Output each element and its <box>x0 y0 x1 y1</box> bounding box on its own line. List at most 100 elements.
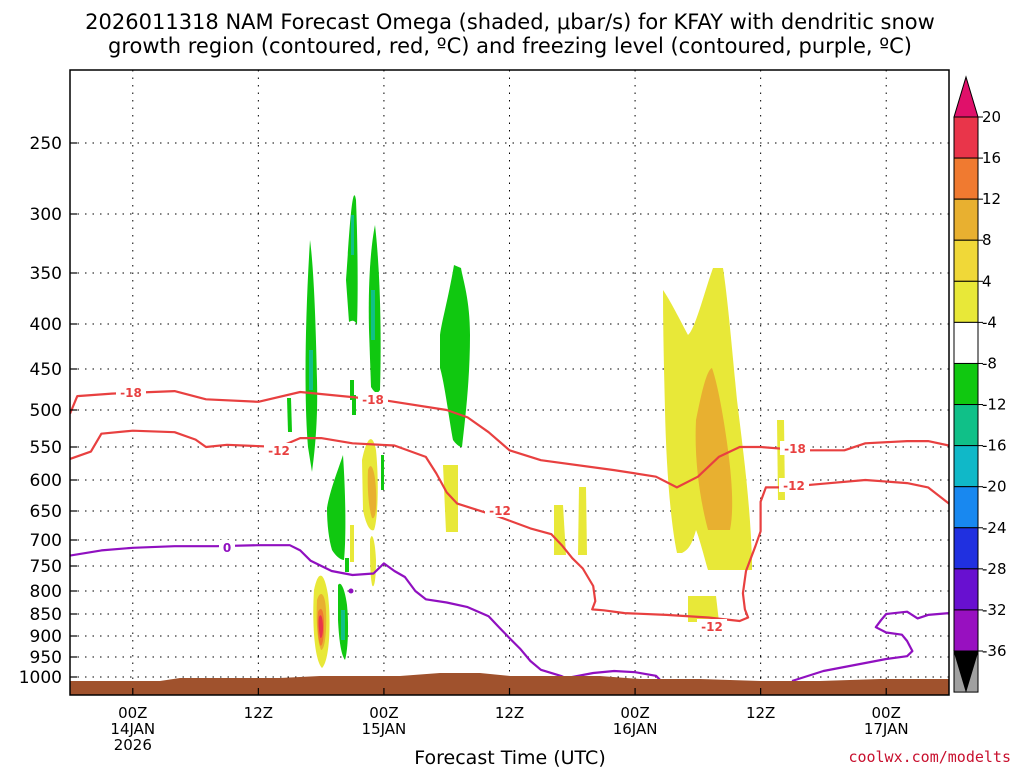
omega-core-neg <box>309 350 313 390</box>
colorbar-bin <box>953 321 979 364</box>
y-tick-label: 500 <box>30 401 62 421</box>
x-tick-label: 14JAN <box>110 720 155 738</box>
colorbar-tick-label: -36 <box>982 642 1007 660</box>
colorbar-tick-label: 16 <box>982 149 1001 167</box>
x-tick-label: 00Z <box>369 704 398 722</box>
colorbar-bin <box>953 609 979 652</box>
omega-area-pos <box>688 596 719 622</box>
colorbar-bin <box>953 157 979 200</box>
omega-area-neg <box>346 195 358 325</box>
y-tick-label: 250 <box>30 134 62 154</box>
omega-area-neg <box>352 395 356 415</box>
contour-label-zero: 0 <box>223 541 231 555</box>
omega-area-neg <box>440 265 470 447</box>
y-tick-label: 400 <box>30 315 62 335</box>
omega-area-neg <box>287 398 292 432</box>
contour-line <box>791 610 949 683</box>
colorbar-tick-label: 8 <box>982 231 992 249</box>
colorbar-bin <box>953 486 979 529</box>
contour-label-minus18: -18 <box>362 393 384 407</box>
colorbar-bin <box>953 198 979 241</box>
colorbar-tick-label: -20 <box>982 478 1007 496</box>
colorbar-tick-label: -8 <box>982 354 997 372</box>
x-axis-label: Forecast Time (UTC) <box>414 747 605 768</box>
y-tick-label: 1000 <box>19 668 62 688</box>
colorbar-bin <box>953 362 979 406</box>
colorbar-top-arrow <box>953 75 979 118</box>
contour-label-group: -18 -18 -18 -12 -12 -12 -12 0 <box>116 385 810 634</box>
colorbar-bin <box>953 445 979 488</box>
y-tick-label: 900 <box>30 627 62 647</box>
omega-core-pos <box>318 615 323 638</box>
contour-line <box>70 429 949 623</box>
x-tick-label: 16JAN <box>613 720 658 738</box>
colorbar-bin <box>953 116 979 159</box>
y-tick-label: 750 <box>30 557 62 577</box>
y-tick-label: 800 <box>30 582 62 602</box>
y-tick-label: 300 <box>30 205 62 225</box>
omega-core-neg <box>351 215 354 255</box>
y-tick-label: 550 <box>30 438 62 458</box>
colorbar-bottom-arrow <box>953 650 979 693</box>
y-tick-label: 950 <box>30 648 62 668</box>
contour-line <box>70 390 949 489</box>
omega-core-neg <box>341 610 345 640</box>
colorbar-tick-label: -12 <box>982 396 1007 414</box>
colorbar-tick-label: 12 <box>982 190 1001 208</box>
y-tick-label: 350 <box>30 264 62 284</box>
y-axis: 2503003504004505005506006507007508008509… <box>19 134 77 688</box>
terrain <box>70 673 949 695</box>
chart-title-line-2: growth region (contoured, red, ºC) and f… <box>108 34 912 58</box>
colorbar-bin <box>953 239 979 282</box>
omega-core-neg <box>371 290 375 340</box>
omega-area-pos <box>578 487 587 555</box>
omega-area-neg <box>381 455 384 490</box>
plot-background <box>70 70 949 695</box>
x-tick-label: 12Z <box>244 704 273 722</box>
x-tick-label: 00Z <box>872 704 901 722</box>
x-tick-label: 17JAN <box>864 720 909 738</box>
colorbar-bin <box>953 404 979 447</box>
colorbar: 20 16 12 8 4 -4 -8 -12 -16 -20 -24 -28 -32 -36 <box>953 75 1007 693</box>
chart-title-line-1: 2026011318 NAM Forecast Omega (shaded, μ… <box>85 10 935 34</box>
colorbar-tick-label: 20 <box>982 108 1001 126</box>
contour-label-minus12: -12 <box>783 479 805 493</box>
y-tick-label: 700 <box>30 531 62 551</box>
omega-area-neg <box>327 455 346 560</box>
omega-core-pos <box>367 466 377 519</box>
y-tick-label: 600 <box>30 471 62 491</box>
omega-area-pos <box>554 505 566 555</box>
x-tick-label: 12Z <box>746 704 775 722</box>
colorbar-bin <box>953 568 979 611</box>
y-tick-label: 650 <box>30 502 62 522</box>
omega-core-pos <box>695 368 733 530</box>
colorbar-tick-label: -28 <box>982 560 1007 578</box>
omega-shading <box>287 195 785 668</box>
contour-label-minus12: -12 <box>268 444 290 458</box>
contour-line <box>551 669 662 683</box>
omega-area-pos <box>443 465 458 532</box>
contour-label-minus12: -12 <box>701 620 723 634</box>
colorbar-tick-label: -32 <box>982 601 1007 619</box>
y-tick-label: 450 <box>30 360 62 380</box>
contour-label-minus18: -18 <box>120 386 142 400</box>
omega-area-neg <box>345 558 349 572</box>
credit-text[interactable]: coolwx.com/modelts <box>848 748 1011 766</box>
x-tick-label: 15JAN <box>362 720 407 738</box>
x-tick-label: 00Z <box>118 704 147 722</box>
x-tick-label: 00Z <box>620 704 649 722</box>
contour-label-minus18: -18 <box>784 442 806 456</box>
colorbar-bin <box>953 527 979 570</box>
colorbar-tick-label: -24 <box>982 519 1007 537</box>
colorbar-tick-label: -16 <box>982 437 1007 455</box>
colorbar-tick-label: 4 <box>982 272 992 290</box>
x-tick-label: 12Z <box>495 704 524 722</box>
colorbar-tick-label: -4 <box>982 313 997 331</box>
contour-label-minus12: -12 <box>489 504 511 518</box>
colorbar-bin <box>953 280 979 323</box>
x-tick-label: 2026 <box>114 736 152 754</box>
omega-area-pos <box>350 525 354 562</box>
y-tick-label: 850 <box>30 605 62 625</box>
